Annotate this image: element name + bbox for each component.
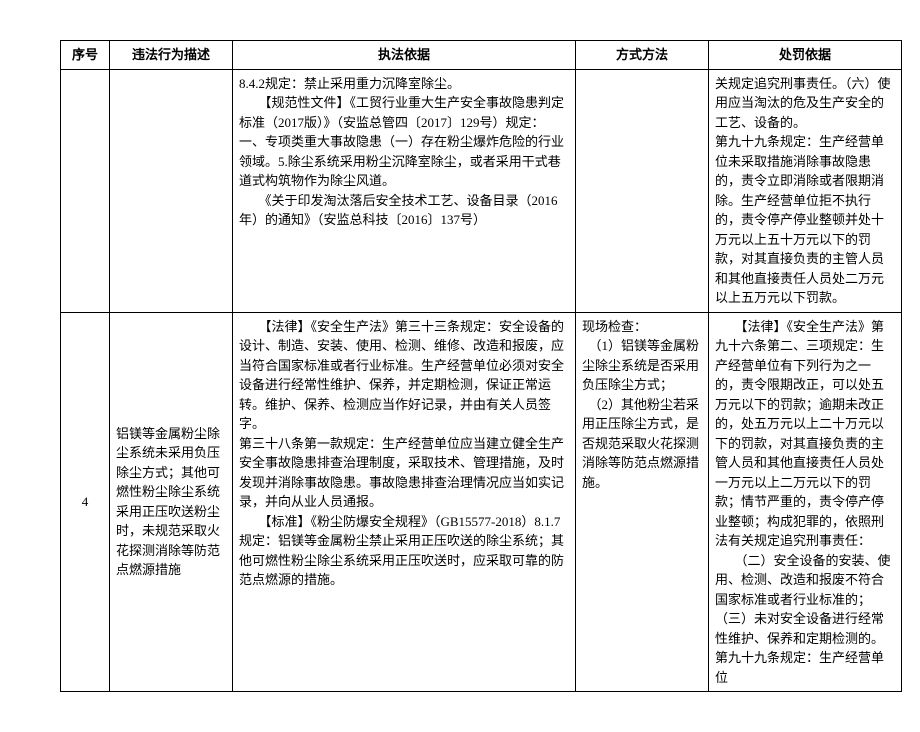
cell-penalty: 【法律】《安全生产法》第九十六条第二、三项规定：生产经营单位有下列行为之一的，责… — [709, 312, 902, 692]
cell-index: 4 — [61, 312, 110, 692]
cell-basis: 【法律】《安全生产法》第三十三条规定：安全设备的设计、制造、安装、使用、检测、维… — [233, 312, 576, 692]
col-header-index: 序号 — [61, 41, 110, 70]
regulation-table: 序号 违法行为描述 执法依据 方式方法 处罚依据 8.4.2规定：禁止采用重力沉… — [60, 40, 902, 692]
table-row: 4 铝镁等金属粉尘除尘系统未采用负压除尘方式；其他可燃性粉尘除尘系统采用正压吹送… — [61, 312, 902, 692]
col-header-basis: 执法依据 — [233, 41, 576, 70]
cell-basis: 8.4.2规定：禁止采用重力沉降室除尘。 【规范性文件】《工贸行业重大生产安全事… — [233, 69, 576, 312]
cell-method — [576, 69, 709, 312]
cell-method: 现场检查： （1）铝镁等金属粉尘除尘系统是否采用负压除尘方式； （2）其他粉尘若… — [576, 312, 709, 692]
cell-index — [61, 69, 110, 312]
col-header-penalty: 处罚依据 — [709, 41, 902, 70]
table-row: 8.4.2规定：禁止采用重力沉降室除尘。 【规范性文件】《工贸行业重大生产安全事… — [61, 69, 902, 312]
col-header-desc: 违法行为描述 — [110, 41, 233, 70]
cell-desc: 铝镁等金属粉尘除尘系统未采用负压除尘方式；其他可燃性粉尘除尘系统采用正压吹送粉尘… — [110, 312, 233, 692]
col-header-method: 方式方法 — [576, 41, 709, 70]
cell-desc — [110, 69, 233, 312]
cell-penalty: 关规定追究刑事责任。（六）使用应当淘汰的危及生产安全的工艺、设备的。第九十九条规… — [709, 69, 902, 312]
